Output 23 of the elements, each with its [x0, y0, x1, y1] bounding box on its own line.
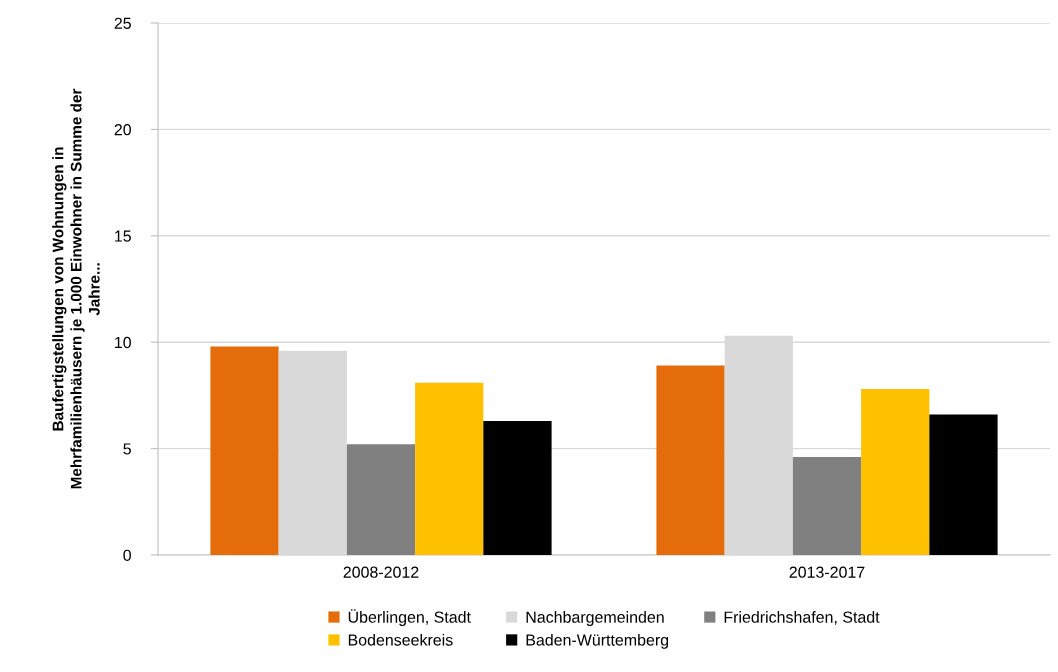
y-tick-label: 20 — [114, 124, 131, 136]
x-tick-label: 2008-2012 — [343, 566, 419, 578]
bar — [483, 420, 552, 555]
bar — [278, 350, 347, 555]
bar — [346, 444, 416, 555]
legend-label: Nachbargemeinden — [526, 611, 664, 626]
y-tick-label: 25 — [114, 17, 131, 29]
bar — [929, 414, 998, 555]
legend-label: Friedrichshafen, Stadt — [724, 611, 880, 625]
y-tick-label: 5 — [123, 443, 131, 455]
bar — [861, 389, 930, 555]
bar — [656, 365, 725, 555]
bar — [792, 457, 862, 555]
y-tick-label: 10 — [115, 336, 131, 349]
y-tick-label: 0 — [123, 549, 131, 561]
bar — [415, 382, 484, 555]
y-tick-label: 15 — [115, 230, 131, 242]
bar — [210, 346, 279, 555]
legend-label: Bodenseekreis — [348, 633, 453, 646]
legend-label: Überlingen, Stadt — [348, 609, 471, 626]
x-tick-label: 2013-2017 — [789, 566, 865, 578]
legend-label: Baden-Württemberg — [526, 633, 669, 649]
y-axis-title: Baufertigstellungen von Wohnungen in Mehrfamilienhäusern je 1.000 Einwohner in Summe der Jahre... — [52, 88, 100, 489]
